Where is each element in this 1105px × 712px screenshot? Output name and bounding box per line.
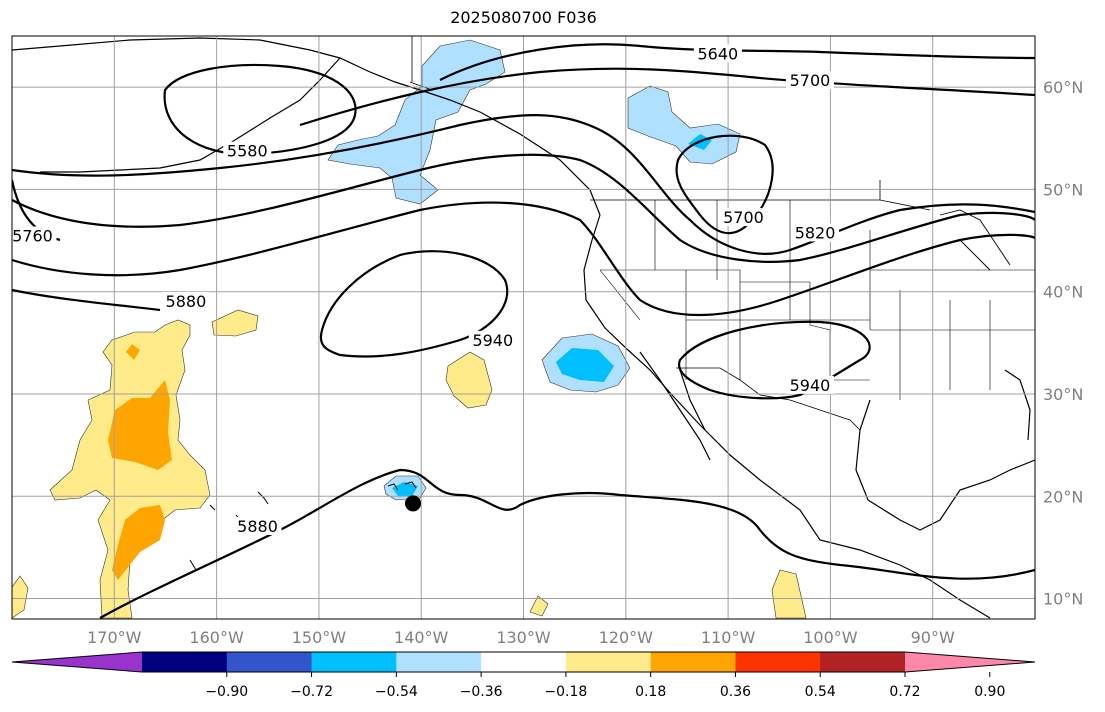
alaska-peninsula [40, 57, 341, 173]
lon-label: 160°W [189, 628, 244, 647]
lon-label: 120°W [599, 628, 654, 647]
florida-coast [1004, 369, 1031, 441]
colorbar-segment [650, 652, 736, 672]
colorbar-tick-label: −0.72 [290, 684, 333, 700]
colorbar-tick-label: 0.18 [635, 684, 666, 700]
colorbar-tick-label: −0.54 [375, 684, 418, 700]
contour-5700-north [299, 67, 1035, 127]
colorbar-segment [565, 652, 652, 672]
gridlines [12, 36, 1035, 619]
anomaly-yellow-south-2 [529, 595, 549, 617]
contour-label: 5760 [12, 227, 53, 246]
colorbar-tick-label: 0.36 [720, 684, 751, 700]
colorbar-segment [142, 652, 228, 672]
contour-5760 [12, 114, 1035, 255]
contour-label: 5640 [698, 44, 739, 63]
contour-5880-south [12, 288, 161, 312]
contour-label: 5820 [795, 223, 836, 242]
contour-label: 5700 [723, 208, 764, 227]
colorbar-tick-label: 0.90 [974, 684, 1005, 700]
colorbar-segment [820, 652, 906, 672]
colorbar-segment [226, 652, 313, 672]
lon-label: 130°W [496, 628, 551, 647]
colorbar-tick-label: −0.36 [460, 684, 503, 700]
colorbar-segment [396, 652, 482, 672]
contour-5820 [12, 153, 1035, 263]
lon-label: 90°W [911, 628, 955, 647]
lon-label: 140°W [394, 628, 449, 647]
lon-label: 150°W [292, 628, 347, 647]
anomaly-orange-west-1 [108, 380, 172, 470]
lon-label: 170°W [87, 628, 142, 647]
contour-label: 5700 [790, 71, 831, 90]
contour-label: 5940 [790, 376, 831, 395]
colorbar-tick-label: −0.18 [544, 684, 587, 700]
lat-label: 40°N [1043, 283, 1083, 302]
contour-label-bg [8, 226, 57, 245]
anomaly-yellow-west [49, 319, 211, 619]
alaska-coast [12, 37, 601, 216]
lat-labels: 60°N 50°N 40°N 30°N 20°N 10°N [1043, 78, 1083, 608]
colorbar-segment [735, 652, 821, 672]
contour-labels: 5640 5700 5580 5760 5700 5820 5880 5940 5940 5880 [8, 44, 840, 536]
contour-label-bg [785, 71, 834, 90]
contour-label: 5580 [227, 142, 268, 161]
storm-marker [405, 495, 422, 512]
colorbar-segment [481, 652, 567, 672]
colorbar-extend-high [905, 652, 1035, 672]
contour-5580 [163, 63, 357, 156]
colorbar-extend-low [12, 652, 142, 672]
contour-label-bg [468, 330, 517, 349]
baja-peninsula [639, 351, 711, 461]
anomaly-yellow-south-1 [771, 569, 807, 619]
anomaly-yellow-west-tip [211, 309, 259, 337]
anomaly-lightblue-gulf-alaska [327, 39, 506, 205]
colorbar: −0.90 −0.72 −0.54 −0.36 −0.18 0.18 0.36 0.54 0.7… [11, 651, 1036, 700]
colorbar-segment [311, 652, 397, 672]
anomaly-orange-west-3 [126, 344, 140, 360]
map-frame [11, 35, 1036, 620]
lat-label: 20°N [1043, 487, 1083, 506]
contour-label-bg [161, 291, 210, 310]
contour-label: 5880 [237, 517, 278, 536]
lat-label: 60°N [1043, 78, 1083, 97]
contour-5940-pacific [319, 250, 509, 358]
great-lakes [939, 209, 1011, 271]
contour-label: 5880 [166, 292, 207, 311]
anomaly-orange-west-2 [112, 505, 165, 580]
west-coast [583, 214, 991, 619]
lon-label: 110°W [701, 628, 756, 647]
lat-label: 50°N [1043, 180, 1083, 199]
contour-label-bg [785, 375, 834, 394]
colorbar-tick-label: 0.72 [889, 684, 920, 700]
contour-label-bg [791, 223, 840, 242]
gulf-coast [855, 399, 1035, 531]
contour-5880-north [12, 201, 1035, 317]
lon-labels: 170°W 160°W 150°W 140°W 130°W 120°W 110°W 100°W… [87, 628, 955, 647]
contour-label: 5940 [472, 331, 513, 350]
contour-5880-tropical [99, 468, 1035, 619]
colorbar-tick-label: −0.90 [205, 684, 248, 700]
colorbar-tick-label: 0.54 [805, 684, 836, 700]
colorbar-outline [11, 651, 1036, 673]
anomaly-blue-offshore [556, 348, 614, 382]
contour-label-bg [719, 208, 768, 227]
lon-label: 100°W [803, 628, 858, 647]
anomaly-blue-hawaii [392, 482, 418, 496]
contour-label-bg [223, 141, 272, 160]
height-contours [12, 43, 1035, 619]
contour-5940-land [677, 320, 871, 400]
lat-label: 30°N [1043, 385, 1083, 404]
anomaly-lightblue-canada [627, 85, 741, 165]
map-title: 2025080700 F036 [450, 8, 597, 27]
contour-label-bg [233, 516, 282, 535]
contour-label-bg [693, 44, 742, 63]
lat-label: 10°N [1043, 590, 1083, 609]
